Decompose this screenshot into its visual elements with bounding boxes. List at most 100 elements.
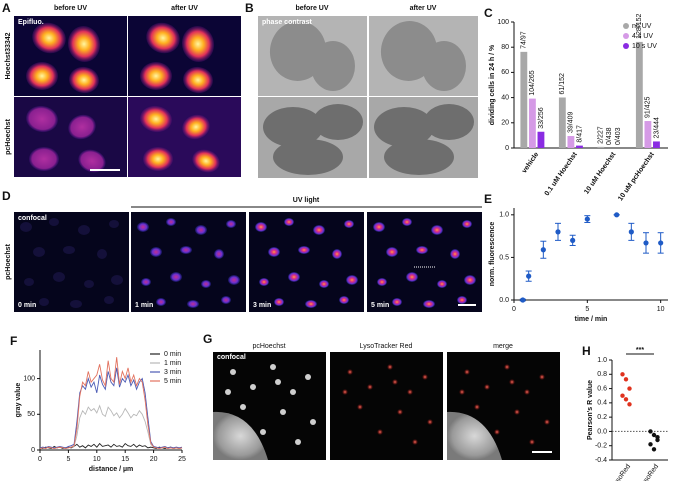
vesicle [270, 364, 276, 370]
time-label: 1 min [135, 302, 153, 309]
bar [528, 98, 536, 148]
cell [141, 278, 151, 286]
inset-label: confocal [18, 215, 47, 222]
cell [339, 296, 349, 304]
cell [29, 147, 59, 171]
cell [187, 300, 199, 308]
cell [221, 296, 231, 304]
bar [644, 121, 652, 148]
vesicle [377, 429, 383, 435]
cell [274, 298, 284, 306]
cell [84, 280, 94, 288]
vesicle [459, 389, 465, 395]
cell [182, 114, 210, 140]
x-tick-label: 20 [150, 456, 158, 463]
cell [313, 104, 363, 140]
cell [423, 300, 435, 308]
cell [24, 278, 34, 286]
column-title: after UV [410, 5, 437, 12]
cell [402, 218, 412, 226]
time-label: 0 min [18, 302, 36, 309]
vesicle [504, 364, 510, 370]
vesicle [407, 389, 413, 395]
vesicle [392, 379, 398, 385]
cell [406, 272, 418, 282]
legend-label: 10 s UV [632, 43, 657, 50]
cell [344, 220, 354, 228]
cell [305, 300, 317, 308]
bar [520, 51, 528, 148]
cell [53, 272, 65, 282]
cell [311, 41, 355, 91]
line [39, 357, 183, 450]
value-label: 23/444 [653, 117, 660, 139]
legend-label: 5 min [164, 378, 181, 385]
panel-label: E [484, 192, 492, 206]
vesicle [305, 374, 311, 380]
vesicle [539, 374, 545, 380]
point [651, 447, 657, 452]
column-title: before UV [54, 5, 87, 12]
vesicle [260, 429, 266, 435]
vesicle [464, 369, 470, 375]
x-axis-title: distance / µm [89, 466, 134, 473]
cell [422, 41, 466, 91]
micrograph [14, 212, 129, 312]
point [655, 434, 660, 440]
cell [298, 246, 310, 254]
vesicle [367, 384, 373, 390]
bar [635, 41, 643, 148]
cell [384, 139, 454, 175]
cell [97, 249, 107, 259]
cell [263, 107, 323, 147]
vesicle [397, 409, 403, 415]
cell [457, 296, 467, 304]
bar [576, 145, 583, 148]
value-label: 0/403 [615, 127, 622, 145]
cell [26, 105, 58, 133]
annotation: *** [636, 347, 644, 354]
value-label: 8/417 [576, 125, 583, 143]
cell [424, 104, 474, 140]
y-tick-label: 0.4 [597, 400, 607, 407]
vesicle [509, 379, 515, 385]
panel-label: F [10, 334, 17, 348]
bar [558, 97, 566, 148]
point [614, 212, 620, 218]
cell [137, 222, 149, 232]
cell [150, 247, 162, 257]
column-title: after UV [171, 5, 198, 12]
cell [201, 280, 211, 288]
cell [156, 298, 166, 306]
y-tick-label: 0.8 [597, 371, 607, 378]
point [648, 442, 653, 447]
cell [450, 249, 460, 259]
cell [284, 218, 294, 226]
y-tick-label: 0.0 [499, 297, 509, 304]
cell [228, 275, 240, 285]
cell [346, 275, 358, 285]
panel-label: D [2, 189, 11, 203]
column-title: LysoTracker Red [360, 343, 413, 350]
x-tick-label: 10 uM pcHoechst [617, 151, 656, 203]
cell [431, 225, 443, 235]
y-tick-label: 100 [497, 19, 509, 26]
legend-swatch [623, 23, 629, 29]
x-axis-title: time / min [575, 316, 608, 323]
vesicle [529, 439, 535, 445]
cell [313, 225, 325, 235]
legend-label: 3 min [164, 369, 181, 376]
panel-label: A [2, 1, 11, 15]
cell [68, 114, 96, 140]
cell [288, 272, 300, 282]
line [39, 404, 183, 450]
value-label: 33/256 [538, 107, 545, 129]
legend-swatch [623, 43, 629, 49]
y-tick-label: 0.6 [597, 385, 607, 392]
cell [180, 246, 192, 254]
vesicle [290, 389, 296, 395]
cell [192, 149, 220, 173]
y-tick-label: 0 [505, 145, 509, 152]
